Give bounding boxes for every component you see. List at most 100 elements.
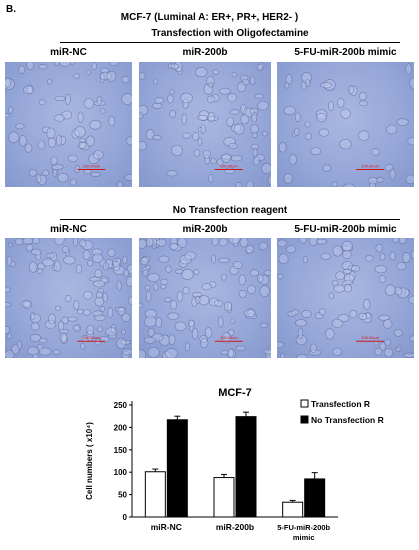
cell-blob	[263, 348, 271, 355]
cell-blob	[120, 339, 131, 345]
cell-blob	[169, 89, 175, 95]
cell-number-chart: MCF-7 Cell numbers ( x10⁴) 0 50 100 150 200 250…	[70, 380, 410, 550]
cell-blob	[42, 126, 51, 133]
cell-blob	[105, 327, 118, 337]
cell-blob	[341, 240, 353, 252]
cell-blob	[259, 322, 269, 328]
bar	[282, 501, 304, 518]
cell-blob	[182, 98, 189, 110]
cell-blob	[283, 172, 293, 184]
x-tick-label: miR-NC	[151, 522, 182, 532]
bar	[235, 416, 257, 518]
cell-blob	[54, 305, 61, 311]
cell-blob	[197, 137, 203, 146]
cell-blob	[59, 332, 68, 343]
cell-blob	[113, 265, 126, 275]
cell-blob	[333, 284, 345, 293]
cell-blob	[267, 175, 271, 185]
cell-blob	[241, 78, 250, 86]
header-mir-nc-top: miR-NC	[50, 47, 87, 58]
cell-blob	[197, 115, 208, 121]
cell-blob	[144, 284, 151, 291]
cell-blob	[350, 265, 360, 272]
cell-blob	[29, 313, 41, 323]
cell-blob	[139, 302, 144, 308]
section-rule-bottom	[60, 219, 400, 220]
cell-blob	[340, 108, 351, 119]
cell-blob	[21, 300, 31, 308]
bar	[144, 471, 166, 518]
cell-blob	[308, 238, 318, 246]
cell-blob	[86, 324, 95, 335]
cell-blob	[167, 312, 180, 320]
cell-blob	[31, 248, 42, 256]
cell-blob	[251, 143, 259, 150]
cell-blob	[8, 131, 20, 144]
cell-blob	[367, 176, 379, 185]
cell-blob	[231, 123, 242, 133]
cell-blob	[182, 132, 191, 139]
cell-blob	[297, 327, 304, 339]
cell-blob	[392, 238, 400, 243]
cell-blob	[169, 243, 179, 250]
micrograph-top-mir-200b: 100.00um	[139, 62, 271, 187]
cell-blob	[41, 258, 55, 267]
cell-blob	[147, 328, 155, 337]
cell-blob	[211, 254, 217, 264]
micrograph-top-5fu-mimic: 100.00um	[277, 62, 414, 187]
cell-blob	[52, 265, 58, 271]
cell-blob	[184, 251, 197, 260]
cell-blob	[124, 173, 132, 181]
cell-blob	[54, 114, 65, 122]
cell-blob	[293, 127, 300, 136]
cell-blob	[254, 93, 264, 99]
cell-blob	[88, 153, 100, 165]
cell-blob	[143, 336, 156, 344]
scale-bar-label: 100.00um	[220, 335, 238, 340]
cell-blob	[123, 268, 130, 277]
cell-blob	[343, 183, 355, 187]
section-rule-top	[60, 42, 400, 43]
cell-blob	[54, 260, 61, 273]
chart-title: MCF-7	[218, 387, 252, 399]
cell-blob	[278, 253, 289, 265]
cell-blob	[343, 268, 352, 274]
cell-blob	[251, 111, 258, 123]
cell-blob	[229, 109, 240, 115]
cell-blob	[229, 265, 239, 275]
cell-blob	[50, 156, 58, 166]
cell-blob	[249, 76, 256, 86]
cell-blob	[210, 158, 217, 165]
cell-blob	[250, 124, 259, 135]
cell-blob	[26, 62, 34, 71]
cell-blob	[228, 238, 241, 245]
cell-blob	[139, 112, 144, 119]
cell-blob	[92, 253, 104, 264]
cell-blob	[97, 326, 104, 333]
cell-blob	[146, 129, 155, 141]
cell-blob	[359, 100, 368, 107]
cell-blob	[291, 309, 299, 316]
cell-blob	[332, 245, 343, 257]
cell-blob	[54, 96, 66, 101]
cell-blob	[213, 300, 224, 307]
panel-label: B.	[6, 4, 16, 15]
cell-blob	[261, 130, 268, 137]
cell-blob	[45, 253, 55, 259]
cell-blob	[5, 78, 15, 90]
x-tick-label: miR-200b	[216, 522, 254, 532]
cell-blob	[240, 103, 247, 114]
cell-blob	[79, 239, 87, 248]
cell-blob	[348, 85, 354, 95]
cell-blob	[278, 142, 287, 153]
cell-blob	[204, 327, 213, 339]
cell-blob	[107, 248, 116, 257]
cell-blob	[79, 137, 86, 143]
cell-blob	[386, 124, 398, 135]
cell-blob	[389, 251, 396, 261]
cell-blob	[403, 352, 414, 358]
cell-blob	[89, 120, 102, 130]
cell-blob	[243, 309, 256, 318]
cell-blob	[5, 113, 11, 118]
cell-blob	[28, 261, 38, 273]
